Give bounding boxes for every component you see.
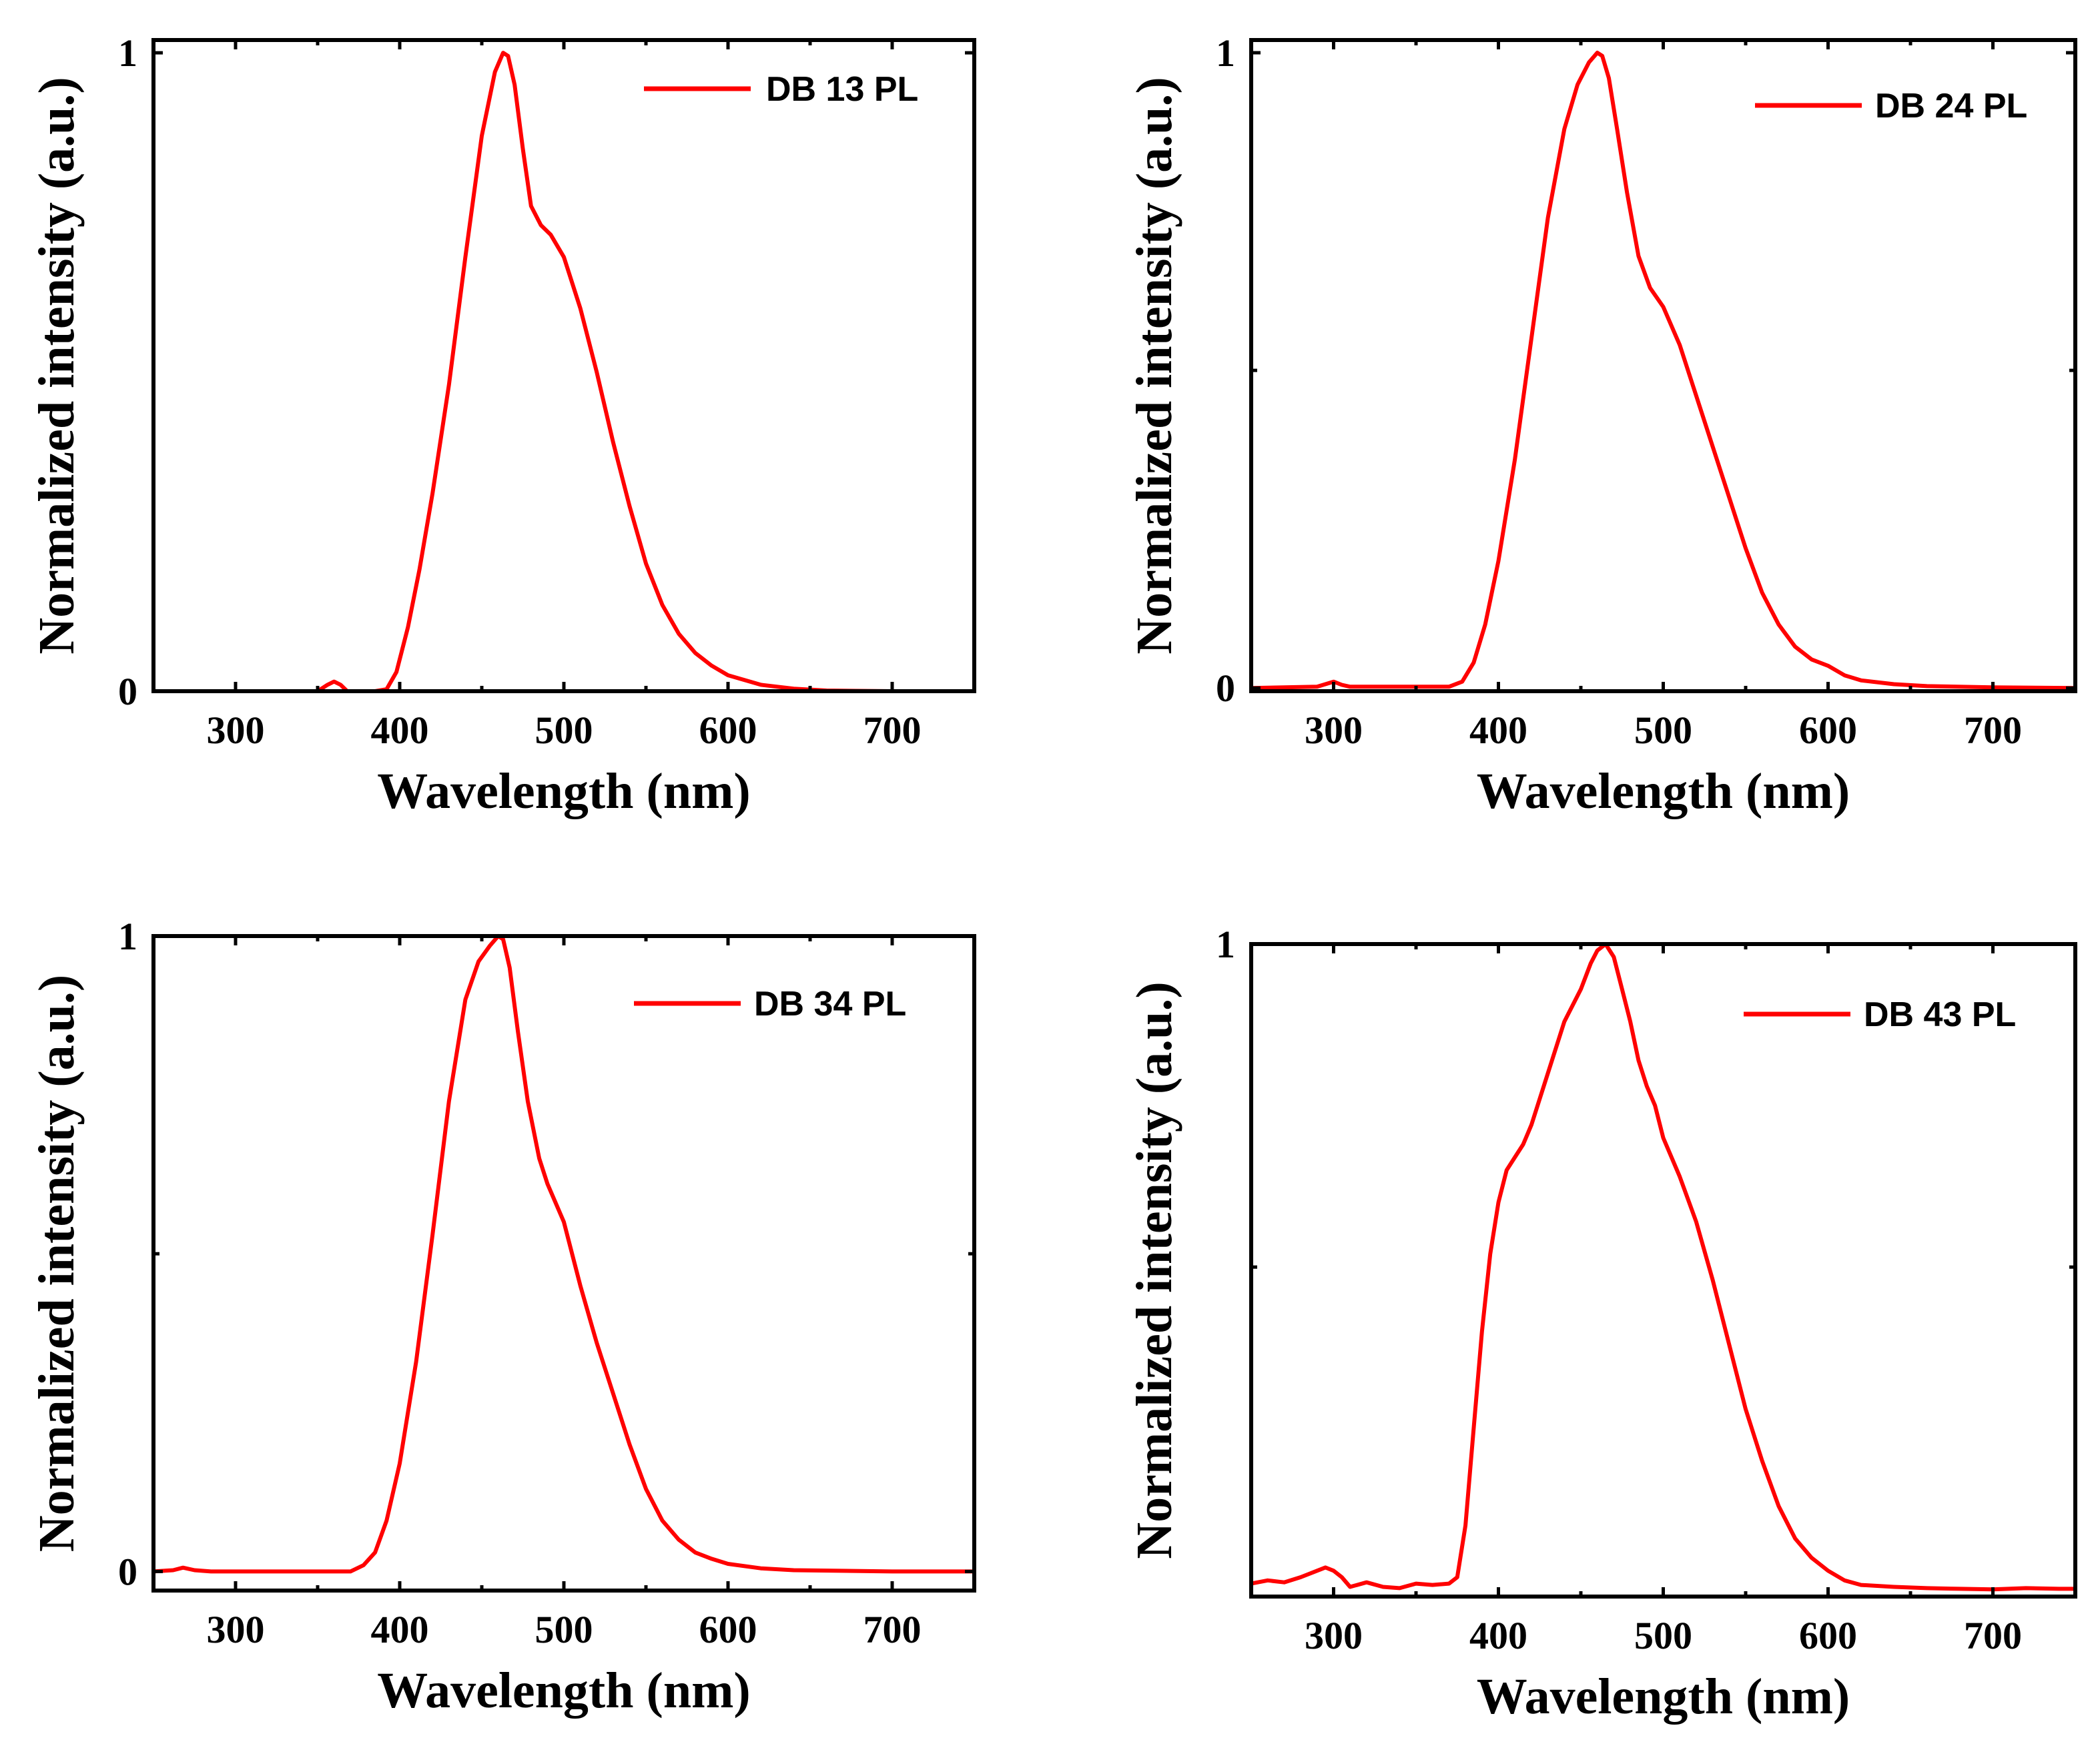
x-tick-label: 400 [1469,709,1527,752]
y-tick-label: 1 [118,915,137,958]
y-axis-label: Normalized intensity (a.u.) [1126,77,1182,654]
series-line-db-13-pl [151,51,976,693]
x-axis-label: Wavelength (nm) [377,763,750,819]
x-tick-label: 600 [699,709,757,752]
series-line-db-34-pl [151,934,976,1574]
x-tick-label: 700 [863,1608,922,1651]
legend: DB 34 PL [634,985,906,1023]
x-tick-label: 300 [207,709,265,752]
series-line-db-43-pl [1249,942,2077,1592]
x-tick-label: 300 [1305,709,1363,752]
x-axis-label: Wavelength (nm) [1477,1669,1850,1725]
chart-panel-db34: 300 400 500 600 700 0 1 Wavelength (nm) Normaliz… [29,915,976,1719]
x-tick-label: 700 [863,709,922,752]
y-tick-label: 0 [1216,667,1235,710]
x-tick-label: 500 [535,709,593,752]
plot-frame [1249,38,2077,693]
x-tick-label: 500 [535,1608,593,1651]
x-tick-label: 700 [1964,709,2022,752]
y-axis-label: Normalized intensity (a.u.) [29,975,85,1552]
x-tick-label: 400 [371,709,429,752]
x-tick-label: 600 [1799,709,1857,752]
y-axis-label: Normalized intensity (a.u.) [29,77,85,654]
x-axis-label: Wavelength (nm) [1477,763,1850,819]
x-tick-label: 400 [371,1608,429,1651]
legend: DB 13 PL [644,70,918,109]
plot-frame [1249,942,2077,1599]
x-tick-label: 500 [1634,1614,1692,1657]
x-tick-label: 700 [1964,1614,2022,1657]
legend-label: DB 43 PL [1864,995,2016,1034]
chart-panel-db13: 300 400 500 600 700 0 1 Wavelength (nm) Normaliz… [29,31,976,819]
x-tick-label: 300 [1305,1614,1363,1657]
plot-frame [151,934,976,1593]
y-tick-label: 0 [118,1550,137,1593]
legend-label: DB 13 PL [766,70,918,109]
x-tick-label: 300 [207,1608,265,1651]
legend-label: DB 34 PL [754,985,906,1023]
plot-frame [151,38,976,693]
y-tick-label: 1 [1216,31,1235,75]
legend: DB 24 PL [1755,87,2027,125]
x-tick-label: 600 [1799,1614,1857,1657]
y-tick-label: 1 [118,31,137,75]
y-axis-label: Normalized intensity (a.u.) [1126,981,1182,1559]
x-axis-label: Wavelength (nm) [377,1663,750,1719]
y-tick-label: 0 [118,670,137,713]
x-tick-label: 600 [699,1608,757,1651]
chart-panel-db24: 300 400 500 600 700 0 1 Wavelength (nm) Normaliz… [1126,31,2077,819]
x-tick-label: 400 [1469,1614,1527,1657]
x-tick-label: 500 [1634,709,1692,752]
legend-label: DB 24 PL [1875,87,2027,125]
legend: DB 43 PL [1744,995,2016,1034]
series-line-db-24-pl [1249,51,2077,691]
chart-panel-db43: 300 400 500 600 700 1 Wavelength (nm) Normalize… [1126,923,2077,1725]
y-tick-label: 1 [1216,923,1235,966]
